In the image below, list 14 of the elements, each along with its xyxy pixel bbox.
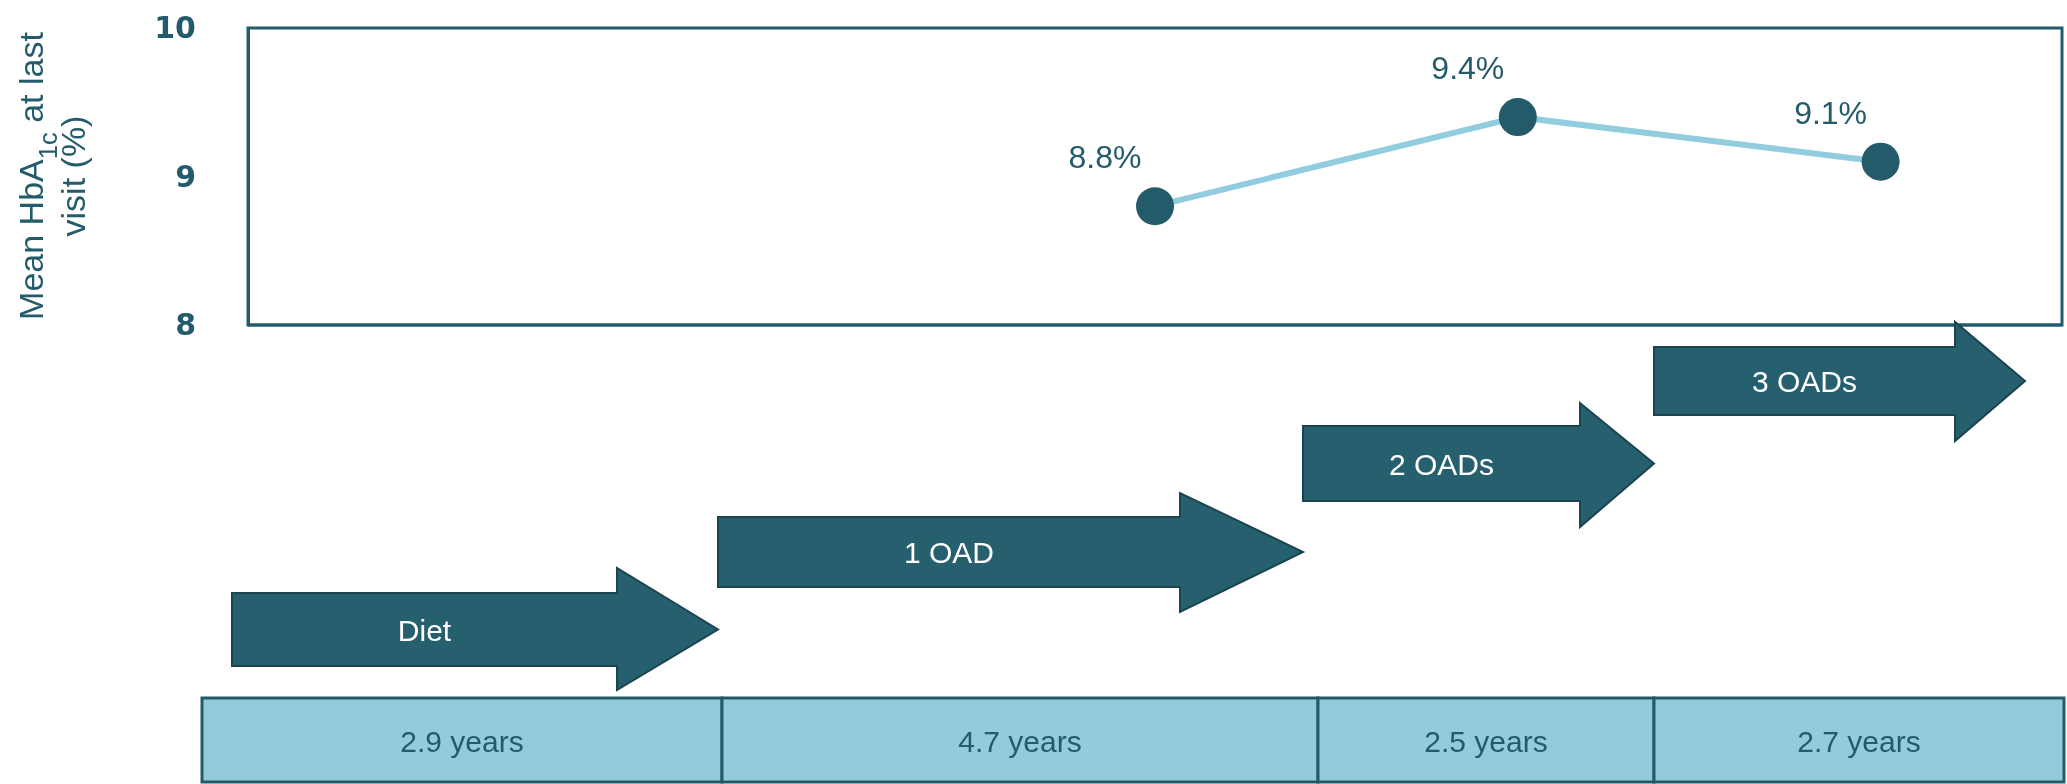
text: 4.7 years (958, 725, 1082, 758)
text: 2.7 years (1797, 725, 1921, 758)
y-tick-label: 8 (175, 307, 196, 343)
y-tick-label: 9 (175, 158, 196, 194)
text: 2.5 years (1424, 725, 1548, 758)
text: 2 OADs (1388, 447, 1495, 481)
data-label: 8.8% (1068, 139, 1142, 176)
text: 2.9 years (400, 725, 524, 758)
text: 1 OAD (903, 536, 995, 569)
data-label: 9.4% (1431, 50, 1505, 87)
data-label: 9.1% (1794, 94, 1868, 131)
text: 3 OADs (1751, 365, 1858, 398)
text: Diet (397, 613, 452, 647)
y-tick-label: 10 (154, 10, 196, 46)
